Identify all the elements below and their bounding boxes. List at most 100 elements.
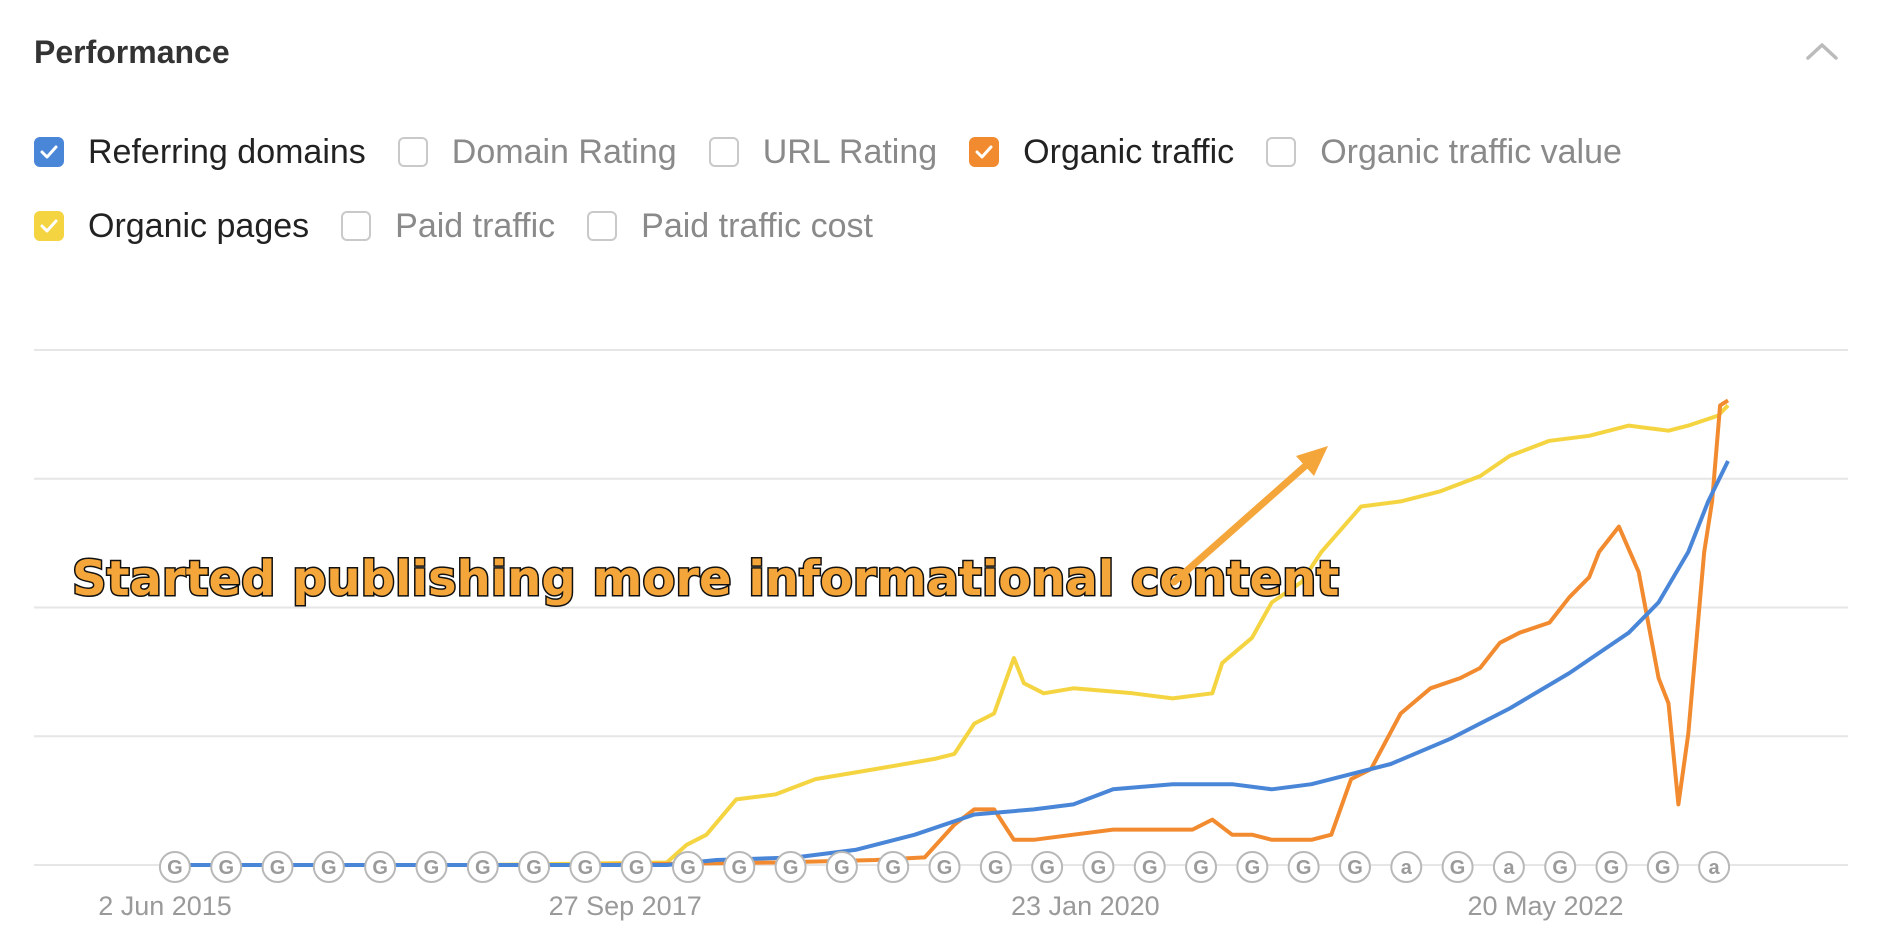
svg-text:G: G <box>988 857 1004 879</box>
toggle-paid-traffic[interactable]: Paid traffic <box>341 207 555 246</box>
checkbox-referring-domains[interactable] <box>34 137 64 167</box>
update-marker-icon[interactable]: G <box>1544 851 1577 883</box>
chart-grid <box>34 349 1848 866</box>
svg-text:G: G <box>1604 857 1620 879</box>
toggle-referring-domains[interactable]: Referring domains <box>34 133 366 172</box>
svg-text:G: G <box>1552 857 1568 879</box>
svg-text:G: G <box>321 857 337 879</box>
toggle-organic-traffic[interactable]: Organic traffic <box>969 133 1234 172</box>
check-icon <box>40 145 58 159</box>
update-marker-icon[interactable]: G <box>979 851 1012 883</box>
checkbox-paid-traffic[interactable] <box>341 211 372 241</box>
update-marker-icon[interactable]: G <box>1031 851 1064 883</box>
update-marker-icon[interactable]: G <box>825 851 858 883</box>
update-marker-icon[interactable]: G <box>1287 851 1320 883</box>
label-paid-traffic: Paid traffic <box>395 206 556 245</box>
update-marker-icon[interactable]: G <box>1338 851 1371 883</box>
update-marker-icon[interactable]: a <box>1698 851 1731 883</box>
update-marker-icon[interactable]: G <box>569 851 602 883</box>
label-organic-pages: Organic pages <box>88 206 310 245</box>
update-marker-icon[interactable]: G <box>261 851 294 883</box>
chart-annotation: Started publishing more informational co… <box>71 446 1341 609</box>
checkbox-organic-traffic[interactable] <box>969 137 1000 167</box>
update-marker-icon[interactable]: G <box>312 851 345 883</box>
toggle-url-rating[interactable]: URL Rating <box>708 132 938 172</box>
svg-text:G: G <box>578 857 594 879</box>
checkbox-url-rating[interactable] <box>708 137 739 167</box>
svg-text:G: G <box>270 857 286 879</box>
chart-series <box>165 398 1730 867</box>
metric-toggles: Referring domains Domain Rating URL Rati… <box>34 132 1814 280</box>
update-marker-icon[interactable]: G <box>415 851 448 883</box>
svg-text:G: G <box>218 857 234 879</box>
x-tick-label: 20 May 2022 <box>1467 891 1623 921</box>
check-icon <box>975 145 993 159</box>
checkbox-organic-pages[interactable] <box>34 211 64 241</box>
checkbox-paid-traffic-cost[interactable] <box>587 211 618 241</box>
series-line-organic-traffic <box>165 398 1730 867</box>
svg-text:G: G <box>167 857 183 879</box>
svg-text:a: a <box>1401 857 1413 879</box>
update-marker-icon[interactable]: G <box>1082 851 1115 883</box>
svg-text:G: G <box>475 857 491 879</box>
svg-text:G: G <box>526 857 542 879</box>
update-marker-icon[interactable]: a <box>1492 851 1525 883</box>
x-tick-label: 2 Jun 2015 <box>98 891 232 921</box>
svg-text:G: G <box>1193 857 1209 879</box>
update-marker-icon[interactable]: G <box>1133 851 1166 883</box>
update-marker-icon[interactable]: G <box>466 851 499 883</box>
svg-text:G: G <box>1450 857 1466 879</box>
label-paid-traffic-cost: Paid traffic cost <box>641 206 873 245</box>
toggle-paid-traffic-cost[interactable]: Paid traffic cost <box>587 207 873 246</box>
toggle-organic-traffic-value[interactable]: Organic traffic value <box>1266 133 1622 172</box>
label-organic-traffic-value: Organic traffic value <box>1320 132 1622 171</box>
svg-text:G: G <box>424 857 440 879</box>
update-marker-icon[interactable]: G <box>877 851 910 883</box>
update-marker-icon[interactable]: G <box>774 851 807 883</box>
update-marker-icon[interactable]: G <box>928 851 961 883</box>
svg-text:G: G <box>1142 857 1158 879</box>
toggle-domain-rating[interactable]: Domain Rating <box>397 133 677 172</box>
update-marker-icon[interactable]: G <box>1595 851 1628 883</box>
update-marker-icon[interactable]: G <box>210 851 243 883</box>
update-marker-icon[interactable]: G <box>518 851 551 883</box>
section-title: Performance <box>34 34 230 70</box>
svg-text:G: G <box>680 857 696 879</box>
label-referring-domains: Referring domains <box>88 132 366 171</box>
update-marker-icon[interactable]: a <box>1390 851 1423 883</box>
update-marker-icon[interactable]: G <box>1185 851 1218 883</box>
metric-row-1: Referring domains Domain Rating URL Rati… <box>34 132 1814 172</box>
update-marker-icon[interactable]: G <box>1236 851 1269 883</box>
x-axis: 2 Jun 2015 27 Sep 2017 23 Jan 2020 20 May 2… <box>98 891 1623 921</box>
update-marker-icon[interactable]: G <box>620 851 653 883</box>
svg-text:a: a <box>1709 857 1721 879</box>
performance-header: Performance <box>34 34 1848 74</box>
svg-text:G: G <box>783 857 799 879</box>
annotation-text: Started publishing more informational co… <box>72 551 1339 607</box>
x-tick-label: 23 Jan 2020 <box>1011 891 1160 921</box>
annotation-arrow-icon <box>1170 446 1328 586</box>
update-marker-icon[interactable]: G <box>158 851 191 883</box>
svg-text:G: G <box>1296 857 1312 879</box>
label-organic-traffic: Organic traffic <box>1023 132 1235 171</box>
update-marker-icon[interactable]: G <box>364 851 397 883</box>
svg-text:G: G <box>732 857 748 879</box>
update-marker-icon[interactable]: G <box>671 851 704 883</box>
svg-text:G: G <box>885 857 901 879</box>
update-marker-icon[interactable]: G <box>1441 851 1474 883</box>
update-marker-icon[interactable]: G <box>1646 851 1679 883</box>
series-line-organic-pages <box>165 404 1730 867</box>
toggle-organic-pages[interactable]: Organic pages <box>34 207 309 246</box>
svg-text:G: G <box>1091 857 1107 879</box>
checkbox-domain-rating[interactable] <box>397 137 428 167</box>
svg-text:G: G <box>1245 857 1261 879</box>
label-url-rating: URL Rating <box>762 132 938 171</box>
update-marker-icon[interactable]: G <box>723 851 756 883</box>
svg-text:G: G <box>1039 857 1055 879</box>
svg-text:G: G <box>629 857 645 879</box>
metric-row-2: Organic pages Paid traffic Paid traffic … <box>34 206 1814 246</box>
chevron-up-icon[interactable] <box>1804 38 1840 66</box>
checkbox-organic-traffic-value[interactable] <box>1266 137 1297 167</box>
